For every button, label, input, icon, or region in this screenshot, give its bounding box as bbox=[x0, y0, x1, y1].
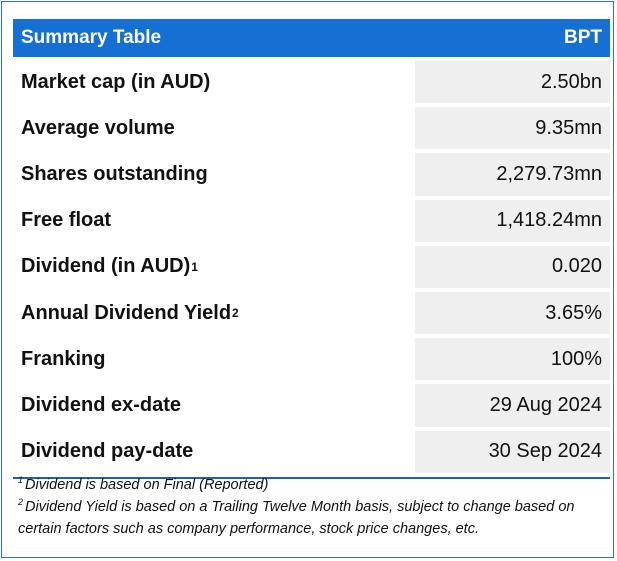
row-value: 29 Aug 2024 bbox=[415, 384, 610, 427]
footnote-1: 1 Dividend is based on Final (Reported) bbox=[18, 475, 269, 493]
table-row: Average volume 9.35mn bbox=[13, 105, 610, 151]
row-label: Shares outstanding bbox=[21, 162, 208, 185]
table-header: Summary Table BPT bbox=[13, 19, 610, 57]
table-row: Dividend (in AUD) 1 0.020 bbox=[13, 244, 610, 290]
row-label: Market cap (in AUD) bbox=[21, 70, 211, 93]
row-value: 3.65% bbox=[415, 291, 610, 335]
row-label: Average volume bbox=[21, 116, 175, 139]
table-row: Annual Dividend Yield 2 3.65% bbox=[13, 290, 610, 336]
row-value: 2.50bn bbox=[415, 61, 610, 104]
row-value: 1,418.24mn bbox=[415, 199, 610, 242]
row-label: Franking bbox=[21, 347, 106, 370]
row-label: Dividend pay-date bbox=[21, 440, 194, 463]
table-row: Dividend ex-date 29 Aug 2024 bbox=[13, 382, 610, 428]
row-value: 100% bbox=[415, 338, 610, 381]
summary-table: Summary Table BPT Market cap (in AUD) 2.… bbox=[13, 19, 610, 479]
table-row: Market cap (in AUD) 2.50bn bbox=[13, 59, 610, 105]
footnote-2: 2 Dividend Yield is based on a Trailing T… bbox=[18, 497, 575, 537]
row-label: Free float bbox=[21, 209, 112, 232]
row-value: 0.020 bbox=[415, 245, 610, 288]
row-label: Annual Dividend Yield 2 bbox=[21, 301, 239, 324]
row-label: Dividend (in AUD) 1 bbox=[21, 255, 198, 278]
table-title: Summary Table bbox=[21, 27, 162, 48]
footnotes: 1 Dividend is based on Final (Reported) 2… bbox=[18, 474, 613, 540]
row-value: 9.35mn bbox=[415, 107, 610, 150]
row-value: 2,279.73mn bbox=[415, 153, 610, 196]
table-row: Dividend pay-date 30 Sep 2024 bbox=[13, 429, 610, 475]
row-value: 30 Sep 2024 bbox=[415, 430, 610, 473]
table-row: Shares outstanding 2,279.73mn bbox=[13, 151, 610, 197]
table-row: Free float 1,418.24mn bbox=[13, 198, 610, 244]
row-label: Dividend ex-date bbox=[21, 393, 182, 416]
table-body: Market cap (in AUD) 2.50bn Average volum… bbox=[13, 59, 610, 475]
table-row: Franking 100% bbox=[13, 336, 610, 382]
table-bottom-rule bbox=[13, 476, 610, 479]
ticker-label: BPT bbox=[564, 27, 602, 48]
